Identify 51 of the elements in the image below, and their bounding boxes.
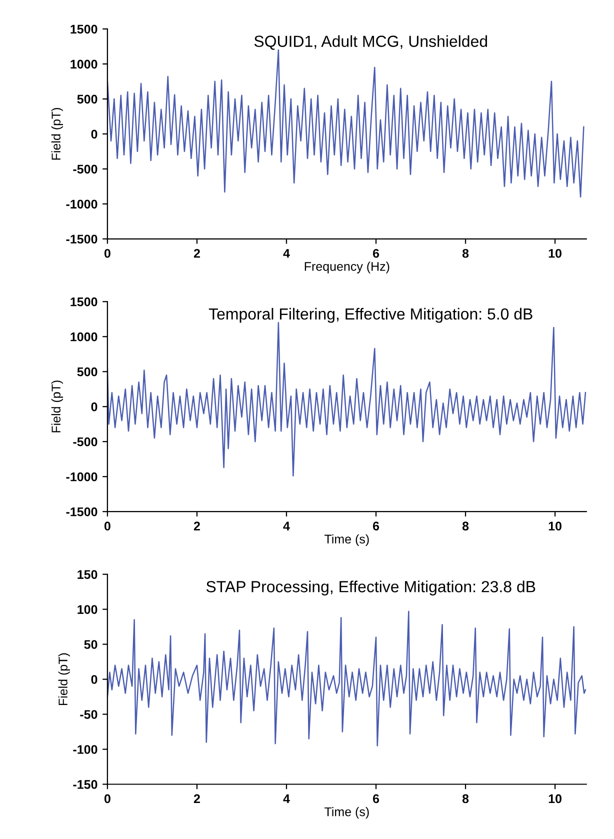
x-tick-label: 6	[372, 522, 380, 530]
y-tick-label: 500	[77, 367, 98, 376]
y-tick-label: -150	[73, 780, 98, 789]
y-axis-title: Field (pT)	[51, 380, 63, 432]
x-axis-title: Frequency (Hz)	[304, 262, 390, 274]
y-tick-label: -500	[73, 164, 98, 174]
y-tick-label: 0	[91, 402, 98, 412]
y-tick-label: 100	[78, 605, 98, 614]
y-tick-label: -500	[73, 437, 98, 446]
x-tick-label: 0	[104, 522, 110, 530]
x-tick-label: 2	[194, 794, 200, 804]
y-tick-label: 1500	[70, 297, 98, 306]
y-tick-label: 500	[77, 94, 98, 104]
x-tick-label: 10	[548, 794, 562, 804]
y-tick-label: -50	[80, 710, 98, 719]
y-tick-label: 0	[91, 675, 98, 684]
x-axis-title: Time (s)	[324, 807, 369, 819]
y-tick-label: 1000	[70, 332, 98, 342]
y-tick-label: 1500	[70, 24, 98, 34]
y-axis-title: Field (pT)	[58, 653, 70, 705]
x-tick-label: 0	[104, 794, 110, 804]
x-tick-label: 10	[548, 248, 562, 258]
x-tick-label: 4	[283, 794, 290, 804]
x-tick-label: 2	[194, 248, 200, 258]
chart-title: Temporal Filtering, Effective Mitigation: 5.0 dB	[208, 308, 532, 323]
x-tick-label: 8	[462, 794, 469, 804]
y-axis-title: Field (pT)	[51, 108, 63, 160]
x-tick-label: 8	[462, 522, 469, 530]
y-tick-label: -1000	[66, 472, 98, 482]
y-tick-label: -100	[73, 745, 98, 754]
chart-title: SQUID1, Adult MCG, Unshielded	[254, 35, 488, 50]
line-series	[107, 322, 586, 477]
line-series	[107, 49, 584, 198]
x-axis-title: Time (s)	[324, 534, 369, 546]
y-tick-label: 50	[84, 640, 98, 649]
y-tick-label: 150	[78, 570, 98, 579]
x-tick-label: 8	[462, 248, 469, 258]
x-tick-label: 4	[283, 522, 290, 530]
x-tick-label: 0	[104, 248, 110, 258]
chart-title: STAP Processing, Effective Mitigation: 23.8 dB	[206, 580, 536, 596]
x-tick-label: 6	[372, 248, 380, 258]
y-tick-label: 1000	[70, 60, 98, 69]
x-tick-label: 2	[194, 522, 200, 530]
line-series	[107, 610, 586, 746]
y-tick-label: -1500	[66, 507, 98, 516]
y-tick-label: -1500	[66, 234, 98, 244]
x-tick-label: 10	[548, 522, 562, 530]
y-tick-label: -1000	[66, 200, 98, 209]
x-tick-label: 6	[372, 794, 380, 804]
y-tick-label: 0	[91, 130, 98, 139]
x-tick-label: 4	[283, 249, 290, 258]
